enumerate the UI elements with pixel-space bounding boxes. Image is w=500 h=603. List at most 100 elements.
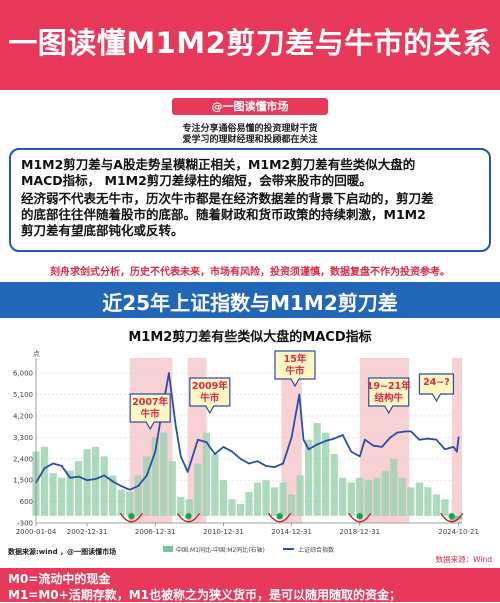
index-point-42 (372, 444, 375, 447)
index-point-36 (324, 440, 327, 442)
spread-bar-8 (100, 456, 108, 516)
spread-bar-33 (313, 423, 321, 516)
index-point-20 (196, 438, 199, 441)
index-point-32 (298, 393, 301, 396)
spread-bar-42 (390, 458, 398, 516)
spread-bar-2 (49, 473, 57, 516)
callout-label-3: 19~21年 (367, 380, 411, 392)
x-tick-label: 2018-12-31 (339, 528, 380, 536)
callout-box-1 (189, 377, 231, 415)
index-point-40 (358, 455, 361, 458)
spread-bar-31 (296, 475, 304, 516)
x-tick-label: 2006-12-31 (135, 528, 176, 536)
spread-bar-34 (322, 432, 330, 516)
chart-source-right: 数据来源：Wind (436, 554, 493, 564)
spread-bar-15 (160, 432, 168, 516)
spread-bar-28 (270, 487, 279, 516)
spread-bar-9 (109, 475, 117, 516)
index-point-26 (248, 462, 250, 465)
index-point-37 (333, 437, 336, 440)
spread-bar-14 (151, 437, 159, 516)
index-point-22 (214, 453, 216, 455)
index-point-4 (69, 476, 71, 479)
spread-bar-36 (339, 477, 347, 516)
spread-bar-44 (407, 487, 415, 516)
account-badge[interactable]: @一图读懂市场 (172, 98, 328, 115)
spread-bar-12 (134, 475, 142, 516)
index-point-48 (418, 438, 421, 441)
index-point-27 (256, 460, 259, 463)
x-tick-label: 2024-10-21 (438, 528, 479, 536)
spread-bar-35 (330, 454, 338, 516)
spread-bar-4 (66, 470, 74, 516)
spread-bar-18 (185, 499, 193, 516)
callout-label-0: 2007年 (132, 396, 168, 408)
summary-line-1: M1M2剪刀差与A股走势呈模糊正相关，M1M2剪刀差有些类似大盘的 (21, 157, 416, 172)
spread-bar-16 (168, 461, 176, 516)
spread-bar-6 (83, 449, 91, 516)
index-point-43 (381, 445, 383, 448)
x-tick-label: 2014-12-31 (271, 528, 312, 536)
callout-box-0 (129, 393, 171, 431)
spread-bar-21 (211, 454, 219, 516)
index-point-44 (389, 436, 392, 439)
spread-bar-43 (398, 477, 406, 516)
index-point-53 (455, 450, 458, 453)
index-point-34 (307, 448, 310, 451)
index-point-17 (174, 424, 177, 427)
callout-label-0: 牛市 (141, 408, 161, 420)
footer-line-2: M1=M0+活期存款，M1也被称之为狭义货币，是可以随用随取的资金； (8, 588, 401, 602)
bull-period-4 (451, 358, 462, 523)
index-point-24 (231, 450, 233, 453)
chart-title: M1M2剪刀差有些类似大盘的MACD指标 (128, 329, 371, 345)
page-title: 一图读懂M1M2剪刀差与牛市的关系 (8, 26, 492, 60)
spread-bar-23 (228, 499, 236, 516)
x-tick-label: 2010-12-31 (203, 528, 244, 536)
index-point-28 (265, 465, 267, 467)
callout-label-2: 15年 (284, 353, 307, 365)
summary-line-3: 经济弱不代表无牛市，历次牛市都是在经济数据差的背景下启动的，剪刀差 (21, 191, 434, 206)
index-point-46 (404, 430, 407, 433)
index-point-39 (350, 450, 353, 453)
spread-bar-1 (40, 446, 49, 516)
spread-bar-19 (194, 463, 202, 516)
spread-bar-39 (364, 480, 372, 516)
callout-label-4: 24~? (423, 377, 450, 388)
index-point-54 (457, 436, 460, 439)
spread-bar-37 (347, 482, 355, 516)
slogan-line-1: 专注分享通俗易懂的投资理财干货 (182, 124, 318, 134)
y-tick-label: 4,200 (13, 412, 33, 420)
y-tick-label: -300 (17, 520, 33, 528)
summary-box: M1M2剪刀差与A股走势呈模糊正相关，M1M2剪刀差有些类似大盘的 MACD指标… (9, 148, 491, 252)
chart-area: M1M2剪刀差有些类似大盘的MACD指标 点 -300 600 1,500 2,400… (0, 318, 500, 568)
legend-label-bars: 中国:M1同比-中国:M2同比(右轴) (176, 546, 265, 554)
index-point-21 (205, 441, 208, 444)
spread-bar-48 (441, 499, 449, 516)
index-point-9 (111, 480, 114, 483)
x-tick-label: 2002-12-31 (67, 528, 108, 536)
index-point-14 (154, 450, 157, 453)
spread-bar-45 (415, 482, 424, 516)
bottom-arc-3 (348, 512, 372, 523)
bottom-marker-1 (185, 513, 192, 520)
bottom-arc-4 (440, 512, 464, 523)
index-point-8 (103, 474, 106, 477)
index-point-6 (86, 479, 89, 482)
index-point-50 (435, 438, 438, 441)
index-point-1 (43, 467, 46, 470)
spread-bar-41 (381, 470, 389, 516)
index-point-11 (128, 488, 131, 491)
index-point-35 (316, 443, 319, 446)
spread-bar-29 (279, 482, 287, 516)
bottom-arc-1 (176, 512, 201, 523)
legend-swatch-bars (163, 546, 173, 552)
slogan-line-2: 爱学习的理财经理和投顾都在关注 (182, 135, 318, 145)
chart-source-left: 数据来源:wind ，@一图读懂市场 (8, 547, 116, 556)
chart-banner: 近25年上证指数与M1M2剪刀差 (0, 282, 500, 318)
bottom-marker-3 (356, 513, 363, 520)
spread-bar-38 (356, 477, 364, 516)
bottom-marker-4 (448, 513, 455, 520)
callout-box-4 (418, 373, 455, 403)
index-point-18 (179, 455, 182, 458)
spread-bar-17 (177, 496, 185, 516)
